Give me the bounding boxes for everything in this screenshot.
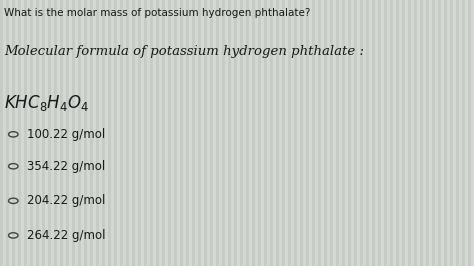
Text: 100.22 g/mol: 100.22 g/mol <box>27 128 106 141</box>
Text: 204.22 g/mol: 204.22 g/mol <box>27 194 106 207</box>
Text: $\mathit{KHC_8H_4O_4}$: $\mathit{KHC_8H_4O_4}$ <box>4 93 89 113</box>
Text: 264.22 g/mol: 264.22 g/mol <box>27 229 106 242</box>
Text: 354.22 g/mol: 354.22 g/mol <box>27 160 106 173</box>
Text: Molecular formula of potassium hydrogen phthalate :: Molecular formula of potassium hydrogen … <box>4 45 364 58</box>
Text: What is the molar mass of potassium hydrogen phthalate?: What is the molar mass of potassium hydr… <box>4 8 310 18</box>
